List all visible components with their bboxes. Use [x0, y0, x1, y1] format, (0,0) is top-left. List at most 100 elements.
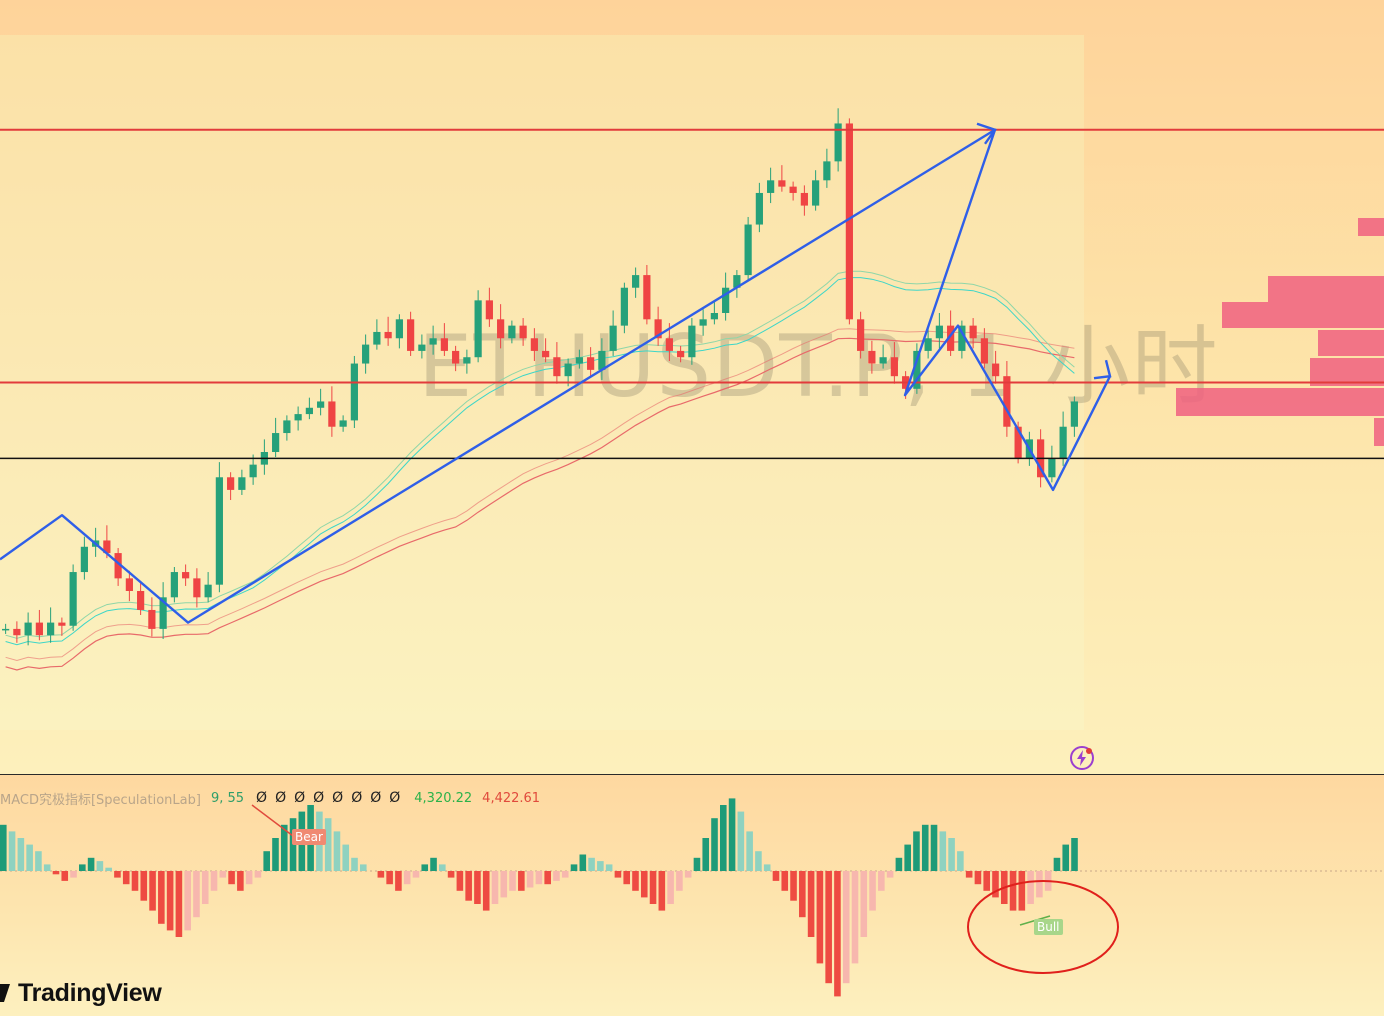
candle-body	[407, 319, 415, 351]
highlight-ellipse	[967, 880, 1119, 974]
macd-bar	[658, 871, 666, 911]
lightning-icon[interactable]	[1069, 745, 1095, 771]
candle-body	[227, 477, 235, 490]
macd-bar	[886, 871, 894, 878]
macd-bar	[43, 864, 51, 871]
macd-bar	[351, 857, 358, 871]
candle-body	[812, 180, 820, 206]
candle-body	[317, 401, 325, 408]
candle-body	[283, 420, 291, 434]
tradingview-mark-icon	[0, 984, 10, 1002]
candle-body	[80, 546, 88, 573]
na-value: Ø	[294, 790, 306, 806]
candle-body	[1059, 426, 1067, 459]
candle-body	[485, 300, 493, 320]
macd-bar	[465, 871, 472, 901]
candle-body	[114, 553, 122, 579]
macd-bar	[395, 871, 402, 891]
candle-body	[744, 224, 752, 276]
candle-body	[193, 578, 201, 598]
candle-body	[699, 319, 707, 326]
candle-body	[328, 401, 336, 427]
indicator-value-a: 4,320.22	[414, 790, 473, 806]
candle-body	[395, 319, 403, 339]
macd-bar	[140, 871, 148, 901]
macd-bar	[509, 871, 516, 891]
candle-body	[429, 338, 437, 345]
macd-bar	[1053, 857, 1061, 871]
candle-body	[204, 584, 212, 598]
tradingview-logo[interactable]: TradingView	[0, 978, 162, 1008]
candle-body	[2, 628, 10, 631]
macd-bar	[1036, 871, 1043, 898]
macd-bar	[219, 871, 227, 878]
macd-bar	[737, 811, 745, 871]
na-value: Ø	[351, 790, 363, 806]
price-chart-svg[interactable]	[0, 0, 1384, 775]
macd-bar	[553, 871, 560, 881]
macd-bar	[869, 871, 876, 911]
candle-body	[553, 357, 561, 377]
candle-body	[384, 331, 392, 339]
ma-mid-line-2	[5, 270, 1075, 639]
macd-bar	[386, 871, 393, 885]
macd-bar	[851, 871, 859, 964]
macd-bar	[816, 871, 824, 964]
macd-bar	[781, 871, 789, 891]
macd-bar	[52, 871, 60, 875]
volume-profile-row	[1310, 358, 1384, 386]
candle-body	[620, 287, 628, 326]
macd-bar	[570, 864, 578, 871]
candle-body	[58, 622, 66, 626]
candle-body	[890, 357, 898, 377]
macd-bar	[175, 871, 183, 937]
macd-bar	[201, 871, 209, 904]
macd-bar	[166, 871, 174, 931]
volume-profile-row	[1176, 388, 1384, 416]
na-value: Ø	[313, 790, 325, 806]
na-value: Ø	[256, 790, 268, 806]
bull-divergence-label: Bull	[1034, 919, 1063, 935]
macd-bar	[377, 871, 385, 878]
macd-bar	[263, 851, 270, 871]
indicator-legend[interactable]: MACD究极指标[SpeculationLab] 9, 55 Ø Ø Ø Ø Ø…	[0, 788, 540, 808]
trend-swing-path	[0, 128, 1112, 624]
macd-bar	[930, 824, 938, 871]
candle-body	[823, 161, 831, 181]
macd-bar	[807, 871, 815, 937]
candle-body	[305, 407, 313, 415]
candle-body	[373, 331, 381, 345]
macd-bar	[412, 871, 420, 878]
candle-body	[755, 192, 763, 225]
macd-bar	[500, 871, 508, 898]
candle-body	[362, 344, 370, 364]
na-value: Ø	[332, 790, 344, 806]
macd-bar	[579, 854, 587, 871]
candle-body	[350, 363, 358, 421]
candle-body	[530, 338, 538, 351]
macd-bar	[526, 871, 534, 888]
macd-bar	[280, 824, 288, 871]
macd-bar	[360, 864, 367, 871]
macd-bar	[711, 818, 718, 871]
macd-bar	[61, 871, 69, 881]
macd-bar	[403, 871, 411, 885]
indicator-name[interactable]: MACD究极指标[SpeculationLab]	[0, 792, 201, 808]
candle-body	[643, 275, 651, 320]
candle-body	[1070, 401, 1078, 427]
macd-bar	[158, 871, 165, 924]
macd-bar	[948, 838, 955, 871]
candle-body	[587, 357, 595, 370]
candle-body	[497, 319, 505, 339]
candle-body	[47, 622, 55, 636]
macd-bar	[421, 864, 429, 871]
candle-body	[575, 357, 583, 364]
candle-body	[778, 180, 786, 187]
macd-bar	[799, 871, 806, 918]
pane-divider[interactable]	[0, 774, 1384, 775]
macd-bar	[921, 824, 929, 871]
volume-profile-row	[1268, 276, 1384, 302]
candle-body	[182, 572, 190, 579]
